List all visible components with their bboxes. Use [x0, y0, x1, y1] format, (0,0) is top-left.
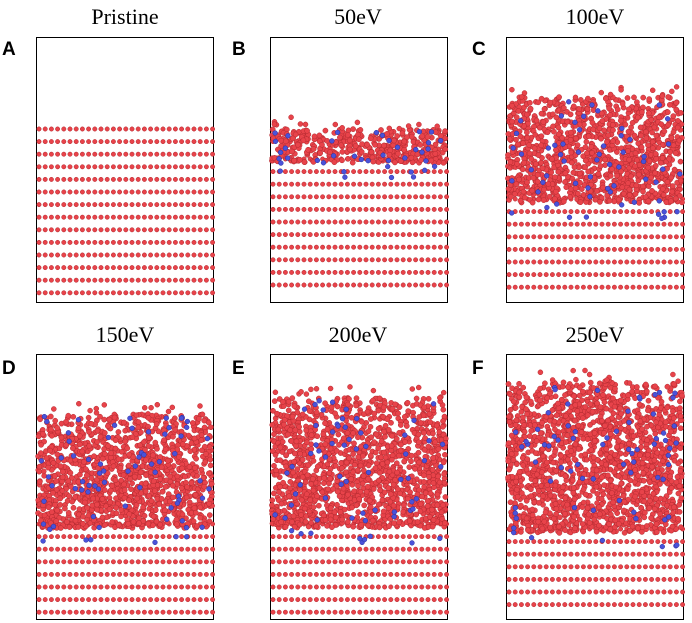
- simulation-box-border: [506, 354, 684, 620]
- panel-label-e: E: [232, 358, 245, 379]
- atoms-group: [505, 84, 686, 290]
- atoms-group: [269, 114, 450, 288]
- panel-title-100ev: 100eV: [565, 4, 625, 29]
- simulation-box-50ev: [269, 37, 450, 303]
- panel-title-pristine: Pristine: [91, 4, 159, 29]
- atoms-group: [269, 384, 450, 615]
- simulation-box-250ev: [505, 354, 686, 620]
- simulation-box-100ev: [505, 37, 686, 303]
- atoms-group: [35, 400, 216, 615]
- atoms-group: [36, 126, 216, 296]
- simulation-box-border: [506, 37, 684, 303]
- panel-title-200ev: 200eV: [328, 322, 388, 347]
- atoms-group: [505, 367, 686, 608]
- panel-title-150ev: 150eV: [95, 322, 155, 347]
- simulation-box-pristine: [36, 37, 216, 303]
- panel-label-d: D: [2, 358, 16, 379]
- panel-label-c: C: [472, 39, 486, 60]
- panel-label-f: F: [472, 358, 484, 379]
- panel-label-b: B: [232, 39, 246, 60]
- panel-title-250ev: 250eV: [565, 322, 625, 347]
- simulation-box-border: [36, 354, 214, 620]
- simulation-box-border: [270, 354, 448, 620]
- simulation-box-200ev: [269, 354, 450, 620]
- panel-title-50ev: 50eV: [334, 4, 382, 29]
- panel-label-a: A: [2, 39, 16, 60]
- simulation-box-150ev: [35, 354, 216, 620]
- simulation-box-border: [36, 37, 214, 303]
